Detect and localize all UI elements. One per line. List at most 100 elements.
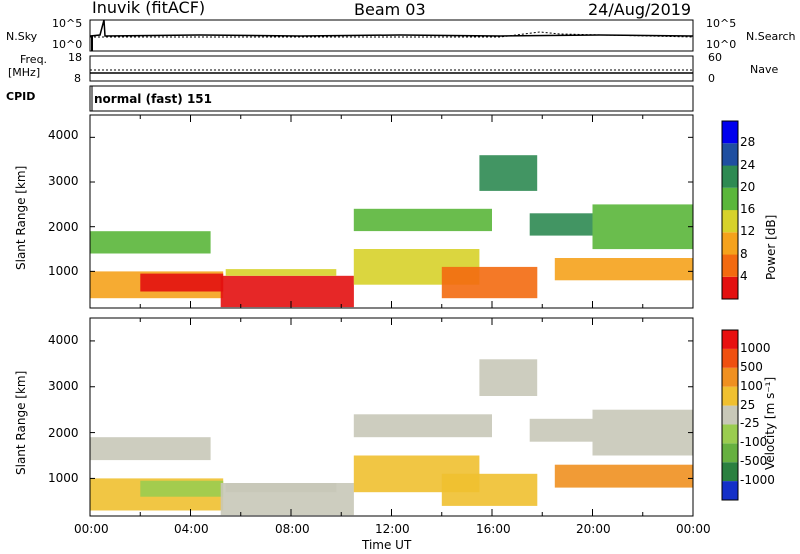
xtick-1: 04:00: [174, 522, 209, 536]
freq-left-top-tick: 18: [68, 51, 82, 64]
power-colorbar-frame: [721, 120, 739, 300]
power-colorbar-tick-label: 20: [740, 179, 756, 194]
noise-right-top-tick: 10^5: [706, 17, 737, 30]
xtick-6: 00:00: [676, 522, 711, 536]
power-band-2: [140, 273, 224, 292]
freq-label: Freq.: [20, 53, 48, 66]
noise-right-bottom-tick: 10^0: [706, 38, 737, 51]
velocity-colorbar-tick-label: 1000: [740, 340, 771, 355]
velocity-colorbar-swatch-6: [722, 367, 738, 387]
power-colorbar-swatch-3: [722, 210, 738, 233]
velocity-band-9: [529, 418, 593, 442]
power-colorbar-swatch-5: [722, 165, 738, 188]
velocity-colorbar-swatch-4: [722, 405, 738, 425]
power-colorbar-swatch-4: [722, 187, 738, 211]
power-band-6: [353, 208, 492, 232]
velocity-colorbar-frame: [721, 329, 739, 501]
nsearch-label: N.Search: [746, 30, 796, 43]
power-ytick-2000: 2000: [48, 220, 79, 234]
power-band-10: [554, 258, 693, 281]
power-heatmap: [90, 155, 693, 308]
power-colorbar-tick-label: 16: [740, 202, 756, 216]
velocity-band-6: [353, 414, 492, 438]
velocity-colorbar-tick-label: -500: [740, 454, 768, 469]
power-colorbar-tick-label: 28: [740, 135, 756, 150]
velocity-ytick-1000: 1000: [48, 471, 79, 485]
velocity-band-11: [592, 409, 693, 456]
velocity-colorbar-swatch-8: [722, 330, 738, 349]
xtick-2: 08:00: [275, 522, 310, 536]
cpid-label: CPID: [6, 90, 36, 103]
power-colorbar: [721, 120, 739, 300]
power-colorbar-swatch-0: [722, 276, 738, 300]
cpid-value: normal (fast) 151: [94, 92, 212, 106]
velocity-ytick-2000: 2000: [48, 426, 79, 440]
velocity-colorbar-swatch-1: [722, 462, 738, 482]
power-band-8: [479, 155, 538, 191]
axis-ticks: [89, 115, 694, 516]
power-colorbar-swatch-1: [722, 254, 738, 277]
noise-sky-trace: [89, 19, 694, 37]
nsky-label: N.Sky: [6, 30, 38, 43]
velocity-band-7: [441, 473, 538, 506]
velocity-band-0: [90, 437, 211, 461]
velocity-ylabel: Slant Range [km]: [14, 370, 28, 475]
power-band-11: [592, 204, 693, 250]
power-colorbar-tick-label: 24: [740, 157, 756, 172]
freq-right-bottom-tick: 0: [708, 72, 715, 85]
power-ytick-1000: 1000: [48, 264, 79, 278]
velocity-colorbar: [721, 329, 739, 501]
power-band-9: [529, 213, 593, 236]
velocity-colorbar-tick-label: -100: [740, 435, 768, 450]
velocity-band-2: [140, 480, 224, 497]
power-ytick-4000: 4000: [48, 128, 79, 142]
freq-panel-frame: [89, 55, 694, 82]
velocity-band-10: [554, 464, 693, 488]
power-colorbar-tick-label: 4: [740, 268, 748, 283]
beam-title: Beam 03: [354, 0, 426, 19]
xtick-4: 16:00: [476, 522, 511, 536]
power-colorbar-swatch-7: [722, 121, 738, 144]
velocity-colorbar-swatch-2: [722, 443, 738, 463]
cpid-panel-frame: [89, 85, 694, 112]
power-colorbar-swatch-6: [722, 143, 738, 166]
velocity-ytick-3000: 3000: [48, 379, 79, 393]
date-title: 24/Aug/2019: [588, 0, 692, 19]
noise-left-bottom-tick: 10^0: [52, 38, 83, 51]
freq-right-top-tick: 60: [708, 51, 722, 64]
velocity-heatmap: [90, 359, 693, 516]
nave-label: Nave: [750, 63, 779, 76]
velocity-band-4: [225, 483, 337, 493]
xtick-3: 12:00: [375, 522, 410, 536]
xtick-5: 20:00: [576, 522, 611, 536]
velocity-colorbar-swatch-7: [722, 348, 738, 368]
velocity-colorbar-tick-label: 100: [740, 378, 763, 393]
freq-unit-label: [MHz]: [8, 66, 41, 79]
power-ytick-3000: 3000: [48, 174, 79, 188]
velocity-colorbar-tick-label: -25: [740, 416, 760, 431]
freq-left-bottom-tick: 8: [74, 72, 81, 85]
velocity-band-8: [479, 359, 538, 396]
power-band-4: [225, 269, 337, 276]
station-title: Inuvik (fitACF): [92, 0, 206, 17]
velocity-colorbar-tick-label: 500: [740, 359, 763, 374]
power-colorbar-label: Power [dB]: [764, 214, 778, 280]
power-band-3: [220, 275, 354, 308]
velocity-colorbar-swatch-5: [722, 386, 738, 406]
power-colorbar-swatch-2: [722, 232, 738, 255]
velocity-ytick-4000: 4000: [48, 333, 79, 347]
velocity-colorbar-tick-label: -1000: [740, 473, 775, 488]
noise-search-trace: [90, 31, 694, 38]
power-ylabel: Slant Range [km]: [14, 165, 28, 270]
power-band-0: [90, 231, 211, 254]
power-band-7: [441, 266, 538, 299]
velocity-colorbar-swatch-0: [722, 481, 738, 500]
noise-left-top-tick: 10^5: [52, 17, 83, 30]
xtick-0: 00:00: [74, 522, 109, 536]
velocity-colorbar-swatch-3: [722, 424, 738, 444]
xaxis-label: Time UT: [362, 538, 412, 552]
power-colorbar-tick-label: 8: [740, 246, 748, 261]
power-colorbar-tick-label: 12: [740, 224, 756, 239]
velocity-colorbar-tick-label: 25: [740, 397, 756, 412]
